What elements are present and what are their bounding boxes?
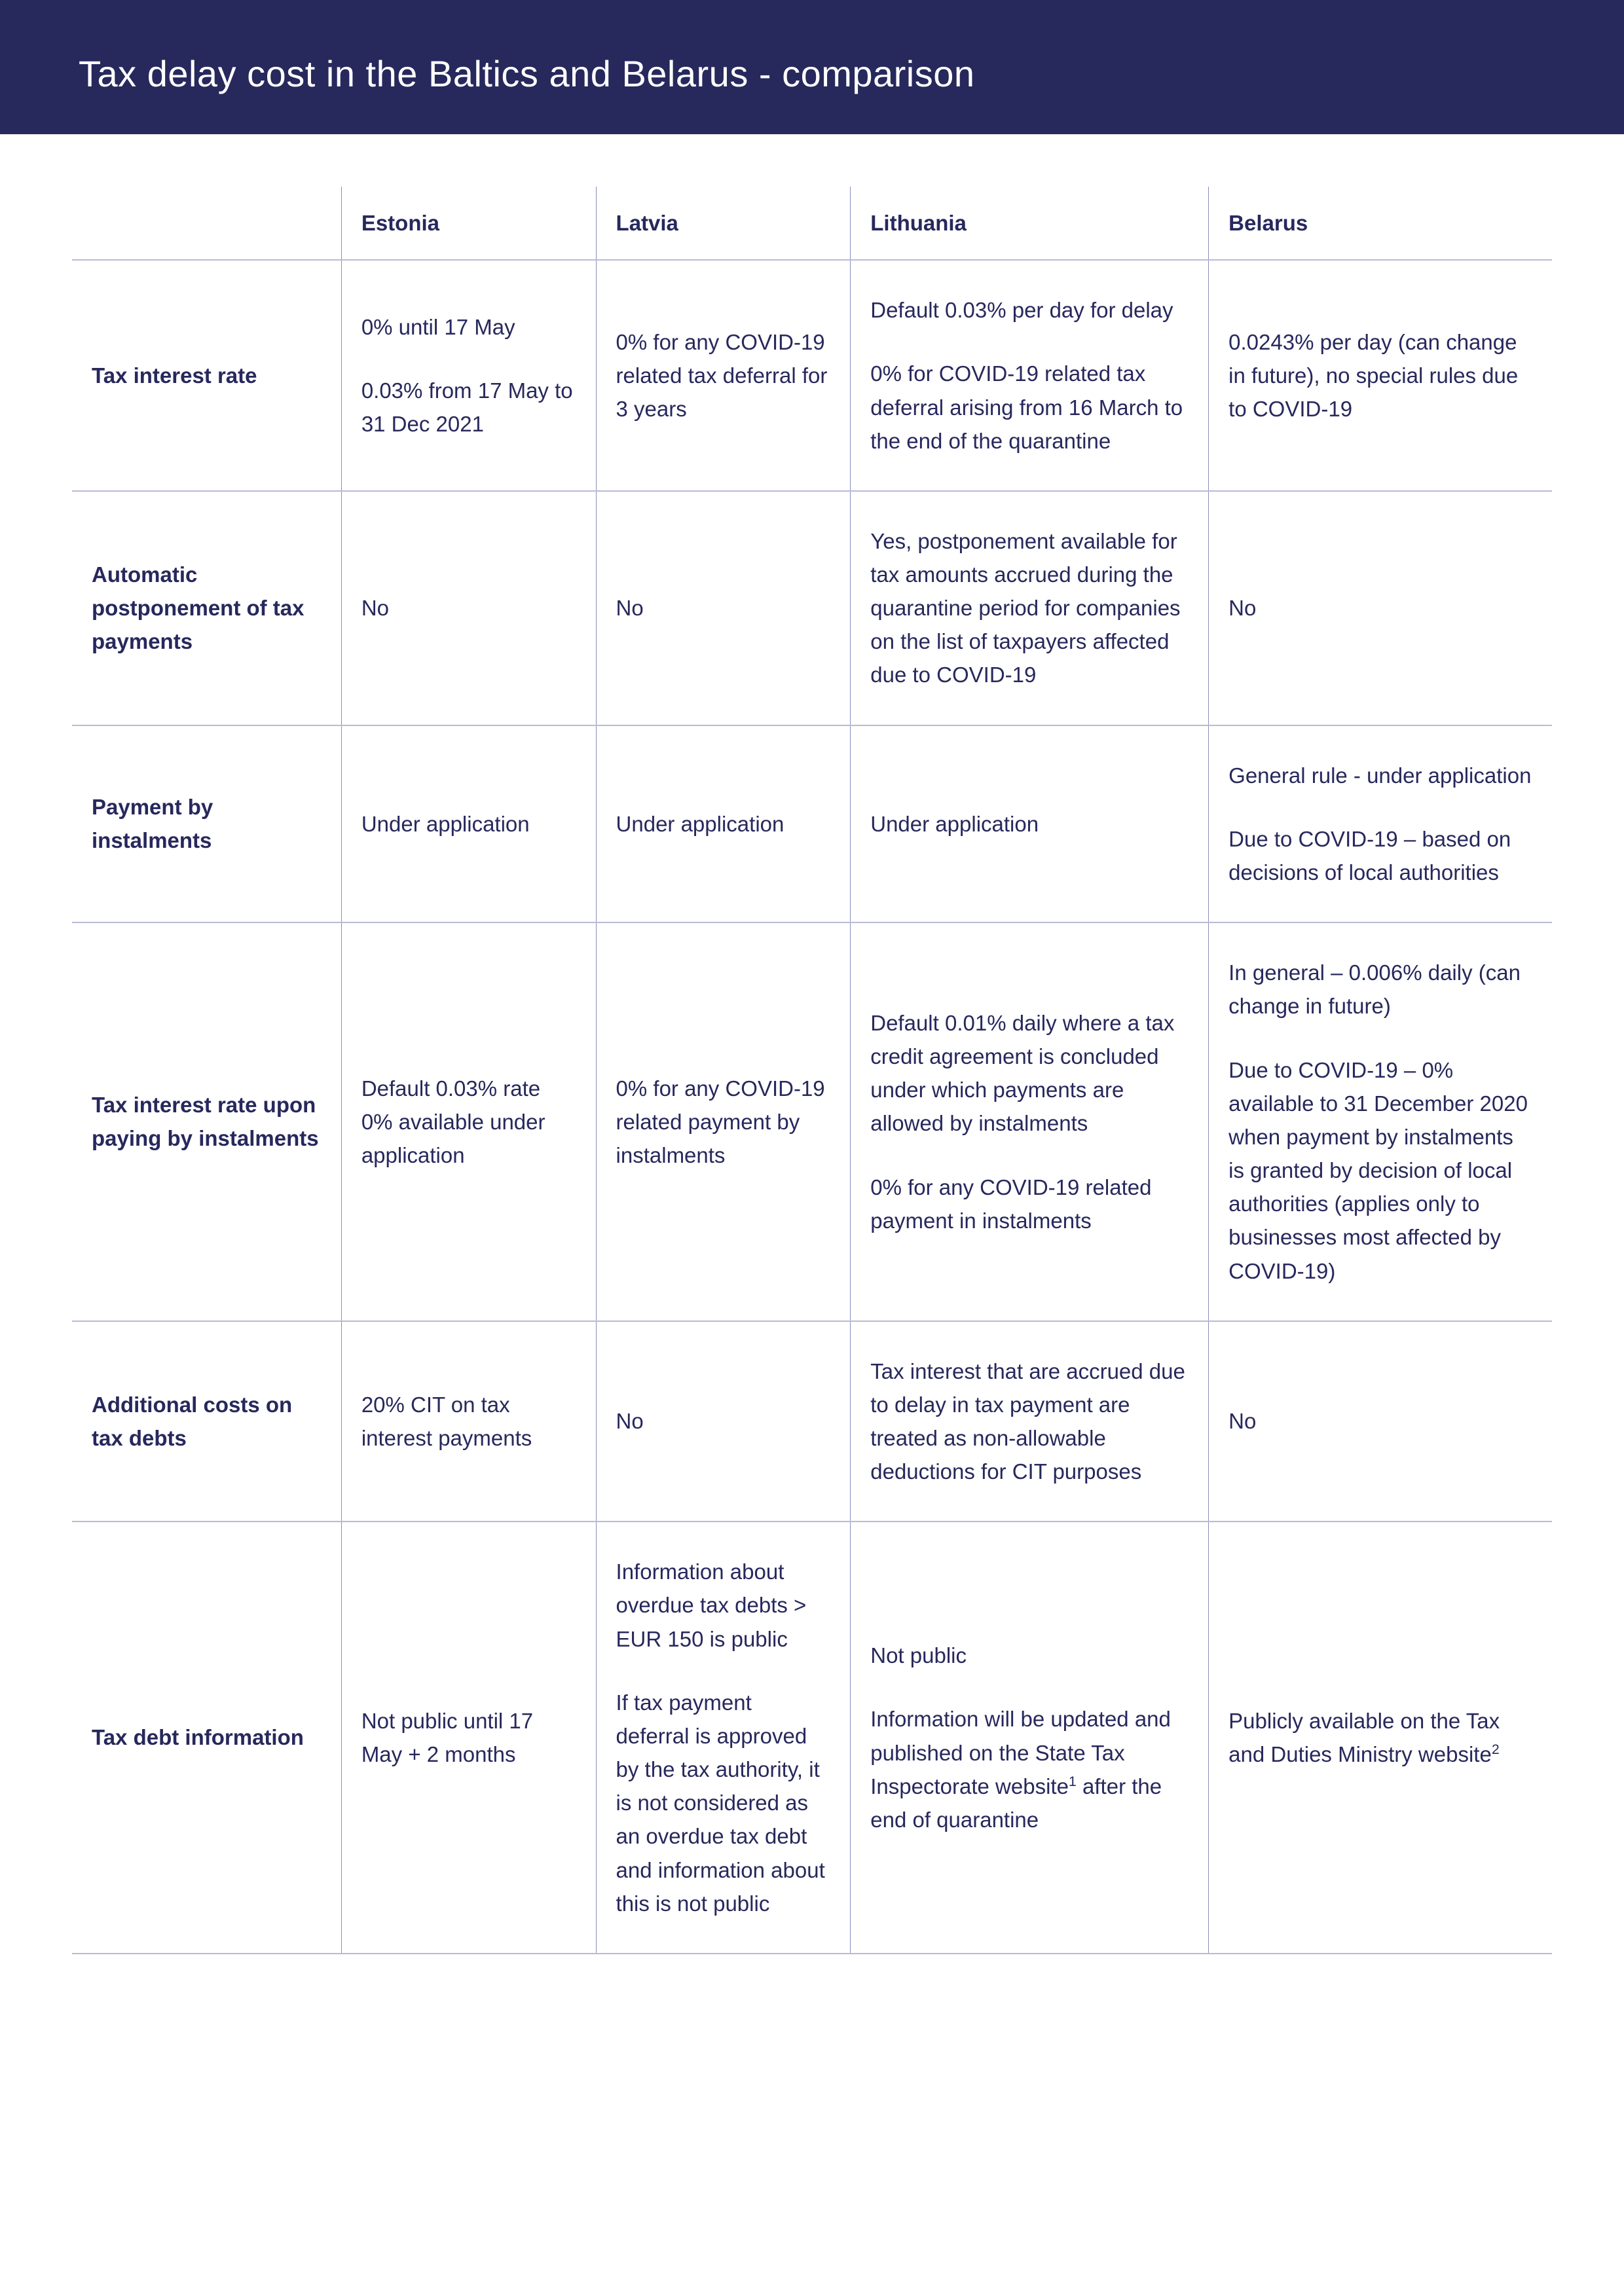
cell-paragraph: Under application xyxy=(361,807,576,841)
table-row: Additional costs on tax debts 20% CIT on … xyxy=(72,1321,1552,1522)
cell-paragraph: 0% until 17 May xyxy=(361,310,576,344)
table-row: Automatic postponement of tax payments No… xyxy=(72,491,1552,725)
cell-paragraph: Under application xyxy=(616,807,831,841)
cell-latvia: Information about overdue tax debts > EU… xyxy=(596,1522,851,1954)
cell-estonia: Under application xyxy=(341,725,596,923)
cell-paragraph: General rule - under application xyxy=(1228,759,1532,792)
cell-paragraph: Publicly available on the Tax and Duties… xyxy=(1228,1704,1532,1771)
cell-paragraph: Due to COVID-19 – based on decisions of … xyxy=(1228,822,1532,889)
col-header-blank xyxy=(72,187,341,260)
cell-belarus: In general – 0.006% daily (can change in… xyxy=(1209,922,1552,1321)
cell-lithuania: Yes, postponement available for tax amou… xyxy=(851,491,1209,725)
cell-paragraph: Information will be updated and publishe… xyxy=(870,1702,1189,1836)
cell-paragraph: If tax payment deferral is approved by t… xyxy=(616,1686,831,1920)
cell-paragraph: Not public xyxy=(870,1639,1189,1672)
cell-estonia: 20% CIT on tax interest payments xyxy=(341,1321,596,1522)
row-label: Additional costs on tax debts xyxy=(72,1321,341,1522)
cell-paragraph: No xyxy=(1228,1404,1532,1438)
cell-paragraph: No xyxy=(616,591,831,625)
cell-paragraph: No xyxy=(1228,591,1532,625)
row-label: Tax interest rate upon paying by instalm… xyxy=(72,922,341,1321)
cell-latvia: No xyxy=(596,491,851,725)
cell-estonia: Not public until 17 May + 2 months xyxy=(341,1522,596,1954)
cell-lithuania: Not public Information will be updated an… xyxy=(851,1522,1209,1954)
cell-paragraph: 0% for any COVID-19 related tax deferral… xyxy=(616,325,831,426)
row-label: Tax debt information xyxy=(72,1522,341,1954)
cell-paragraph: Under application xyxy=(870,807,1189,841)
cell-paragraph: 0.0243% per day (can change in future), … xyxy=(1228,325,1532,426)
cell-paragraph: Yes, postponement available for tax amou… xyxy=(870,524,1189,692)
cell-paragraph: 20% CIT on tax interest payments xyxy=(361,1388,576,1455)
row-label: Automatic postponement of tax payments xyxy=(72,491,341,725)
cell-lithuania: Tax interest that are accrued due to del… xyxy=(851,1321,1209,1522)
table-row: Tax debt information Not public until 17 … xyxy=(72,1522,1552,1954)
table-row: Tax interest rate upon paying by instalm… xyxy=(72,922,1552,1321)
cell-paragraph: Default 0.01% daily where a tax credit a… xyxy=(870,1006,1189,1140)
cell-lithuania: Default 0.03% per day for delay 0% for CO… xyxy=(851,260,1209,491)
cell-paragraph: Tax interest that are accrued due to del… xyxy=(870,1355,1189,1489)
cell-paragraph: Due to COVID-19 – 0% available to 31 Dec… xyxy=(1228,1053,1532,1288)
row-label: Payment by instalments xyxy=(72,725,341,923)
cell-paragraph: No xyxy=(361,591,576,625)
cell-estonia: Default 0.03% rate 0% available under ap… xyxy=(341,922,596,1321)
content-area: Estonia Latvia Lithuania Belarus Tax int… xyxy=(0,134,1624,2033)
cell-lithuania: Default 0.01% daily where a tax credit a… xyxy=(851,922,1209,1321)
cell-paragraph: No xyxy=(616,1404,831,1438)
col-header-latvia: Latvia xyxy=(596,187,851,260)
cell-paragraph: In general – 0.006% daily (can change in… xyxy=(1228,956,1532,1023)
table-row: Payment by instalments Under application U… xyxy=(72,725,1552,923)
col-header-belarus: Belarus xyxy=(1209,187,1552,260)
comparison-table: Estonia Latvia Lithuania Belarus Tax int… xyxy=(72,187,1552,1954)
cell-latvia: 0% for any COVID-19 related tax deferral… xyxy=(596,260,851,491)
cell-paragraph: Default 0.03% rate 0% available under ap… xyxy=(361,1072,576,1172)
cell-belarus: 0.0243% per day (can change in future), … xyxy=(1209,260,1552,491)
row-label: Tax interest rate xyxy=(72,260,341,491)
page-header: Tax delay cost in the Baltics and Belaru… xyxy=(0,0,1624,134)
cell-latvia: No xyxy=(596,1321,851,1522)
col-header-lithuania: Lithuania xyxy=(851,187,1209,260)
cell-belarus: General rule - under application Due to C… xyxy=(1209,725,1552,923)
cell-paragraph: 0% for any COVID-19 related payment in i… xyxy=(870,1171,1189,1237)
cell-belarus: No xyxy=(1209,1321,1552,1522)
cell-estonia: No xyxy=(341,491,596,725)
cell-paragraph: Not public until 17 May + 2 months xyxy=(361,1704,576,1771)
table-header-row: Estonia Latvia Lithuania Belarus xyxy=(72,187,1552,260)
col-header-estonia: Estonia xyxy=(341,187,596,260)
cell-paragraph: 0% for any COVID-19 related payment by i… xyxy=(616,1072,831,1172)
cell-latvia: 0% for any COVID-19 related payment by i… xyxy=(596,922,851,1321)
cell-latvia: Under application xyxy=(596,725,851,923)
cell-belarus: No xyxy=(1209,491,1552,725)
cell-estonia: 0% until 17 May 0.03% from 17 May to 31 D… xyxy=(341,260,596,491)
table-row: Tax interest rate 0% until 17 May 0.03% fr… xyxy=(72,260,1552,491)
cell-lithuania: Under application xyxy=(851,725,1209,923)
page-title: Tax delay cost in the Baltics and Belaru… xyxy=(79,52,1545,95)
cell-paragraph: Default 0.03% per day for delay xyxy=(870,293,1189,327)
cell-paragraph: 0.03% from 17 May to 31 Dec 2021 xyxy=(361,374,576,441)
cell-paragraph: Information about overdue tax debts > EU… xyxy=(616,1555,831,1655)
cell-belarus: Publicly available on the Tax and Duties… xyxy=(1209,1522,1552,1954)
cell-paragraph: 0% for COVID-19 related tax deferral ari… xyxy=(870,357,1189,457)
